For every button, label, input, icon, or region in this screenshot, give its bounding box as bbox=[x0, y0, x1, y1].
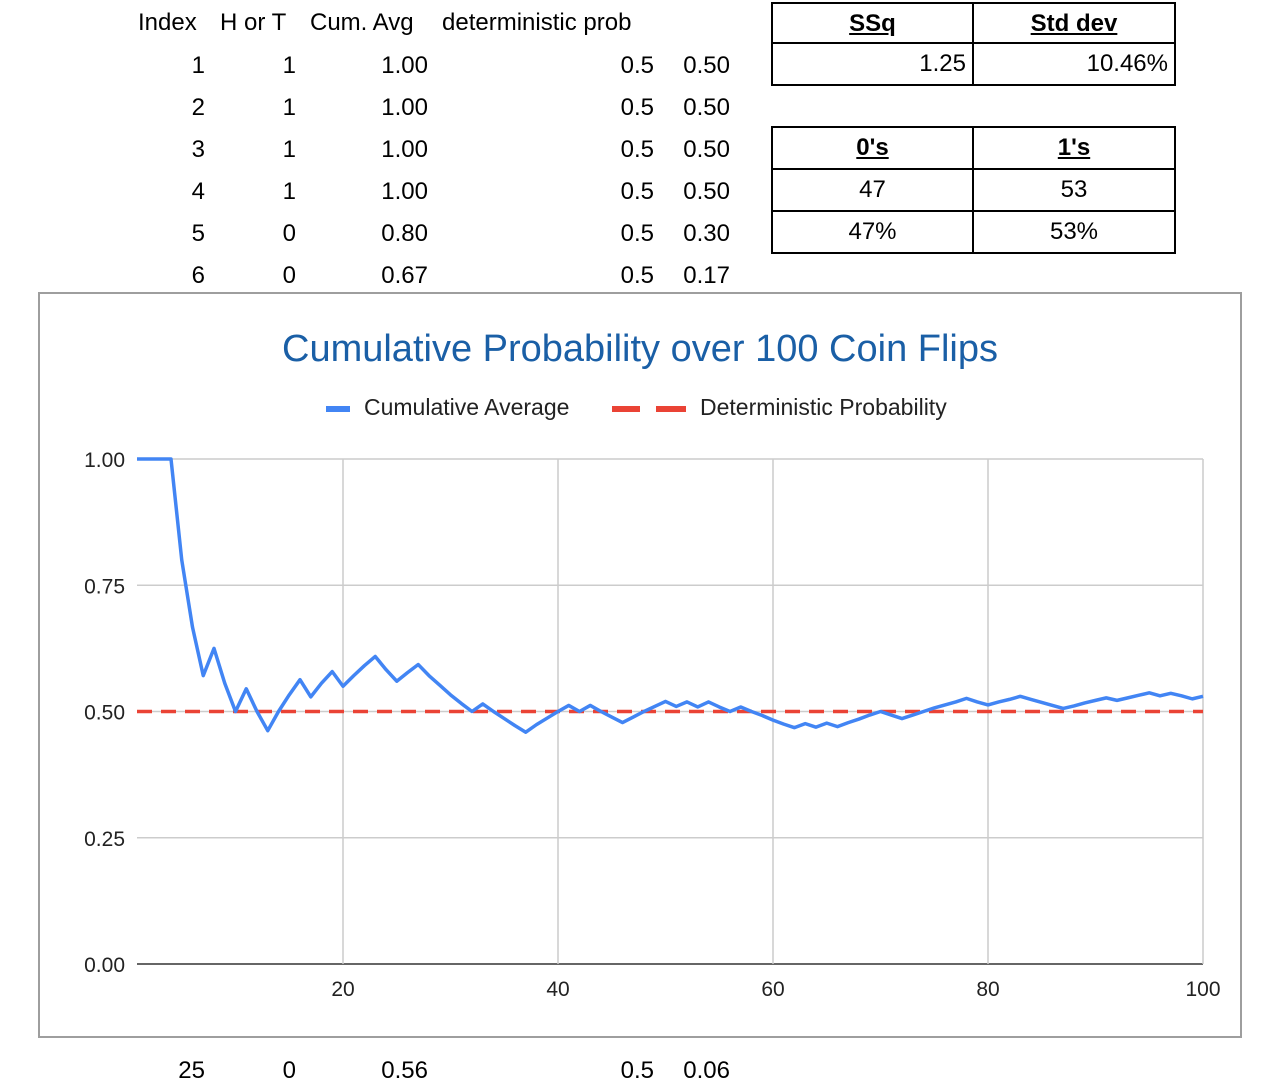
header-index: Index bbox=[138, 9, 197, 37]
table-cell: 1.00 bbox=[381, 136, 428, 164]
table-cell: 0.50 bbox=[683, 94, 730, 122]
y-tick-label: 0.25 bbox=[84, 828, 125, 851]
table-cell: 0.5 bbox=[621, 1057, 654, 1085]
std-value: 10.46% bbox=[974, 44, 1174, 84]
counts-table: 0's 1's 47 53 47% 53% bbox=[771, 126, 1176, 254]
ssq-value: 1.25 bbox=[773, 44, 974, 84]
table-cell: 1 bbox=[283, 178, 296, 206]
y-tick-label: 0.50 bbox=[84, 702, 125, 725]
table-cell: 0 bbox=[283, 262, 296, 290]
header-deterministic-prob: deterministic prob bbox=[442, 9, 631, 37]
ones-percent: 53% bbox=[974, 212, 1174, 252]
x-tick-label: 100 bbox=[1185, 978, 1220, 1001]
table-cell: 0.50 bbox=[683, 52, 730, 80]
table-cell: 1.00 bbox=[381, 94, 428, 122]
table-cell: 1.00 bbox=[381, 52, 428, 80]
table-cell: 0.5 bbox=[621, 262, 654, 290]
table-cell: 1.00 bbox=[381, 178, 428, 206]
x-tick-label: 40 bbox=[546, 978, 569, 1001]
table-cell: 0.5 bbox=[621, 136, 654, 164]
ones-header: 1's bbox=[974, 128, 1174, 170]
table-cell: 25 bbox=[178, 1057, 205, 1085]
table-cell: 1 bbox=[283, 136, 296, 164]
table-cell: 0.5 bbox=[621, 178, 654, 206]
y-tick-label: 1.00 bbox=[84, 449, 125, 472]
table-cell: 0.5 bbox=[621, 52, 654, 80]
x-tick-label: 60 bbox=[761, 978, 784, 1001]
header-cum-avg: Cum. Avg bbox=[310, 9, 414, 37]
table-cell: 1 bbox=[283, 94, 296, 122]
zeros-count: 47 bbox=[773, 170, 974, 212]
ssq-header: SSq bbox=[773, 4, 974, 44]
table-cell: 0 bbox=[283, 1057, 296, 1085]
table-cell: 0.30 bbox=[683, 220, 730, 248]
line-chart[interactable]: Cumulative Probability over 100 Coin Fli… bbox=[38, 292, 1242, 1038]
table-cell: 0.5 bbox=[621, 220, 654, 248]
header-h-or-t: H or T bbox=[220, 9, 286, 37]
table-cell: 4 bbox=[192, 178, 205, 206]
table-cell: 0.50 bbox=[683, 136, 730, 164]
table-cell: 0 bbox=[283, 220, 296, 248]
table-cell: 3 bbox=[192, 136, 205, 164]
table-cell: 0.17 bbox=[683, 262, 730, 290]
std-header: Std dev bbox=[974, 4, 1174, 44]
table-cell: 0.56 bbox=[381, 1057, 428, 1085]
table-cell: 0.06 bbox=[683, 1057, 730, 1085]
y-tick-label: 0.00 bbox=[84, 954, 125, 977]
zeros-header: 0's bbox=[773, 128, 974, 170]
table-cell: 6 bbox=[192, 262, 205, 290]
y-tick-label: 0.75 bbox=[84, 575, 125, 598]
table-cell: 0.5 bbox=[621, 94, 654, 122]
table-cell: 0.67 bbox=[381, 262, 428, 290]
table-cell: 1 bbox=[283, 52, 296, 80]
zeros-percent: 47% bbox=[773, 212, 974, 252]
ones-count: 53 bbox=[974, 170, 1174, 212]
table-cell: 0.50 bbox=[683, 178, 730, 206]
table-cell: 1 bbox=[192, 52, 205, 80]
table-cell: 5 bbox=[192, 220, 205, 248]
x-tick-label: 80 bbox=[976, 978, 999, 1001]
x-tick-label: 20 bbox=[331, 978, 354, 1001]
table-cell: 0.80 bbox=[381, 220, 428, 248]
cumulative-average-line bbox=[137, 459, 1203, 732]
table-cell: 2 bbox=[192, 94, 205, 122]
plot-area: 0.00 0.25 0.50 0.75 1.00 20 40 60 80 100 bbox=[40, 294, 1240, 1036]
ssq-std-table: SSq Std dev 1.25 10.46% bbox=[771, 2, 1176, 86]
